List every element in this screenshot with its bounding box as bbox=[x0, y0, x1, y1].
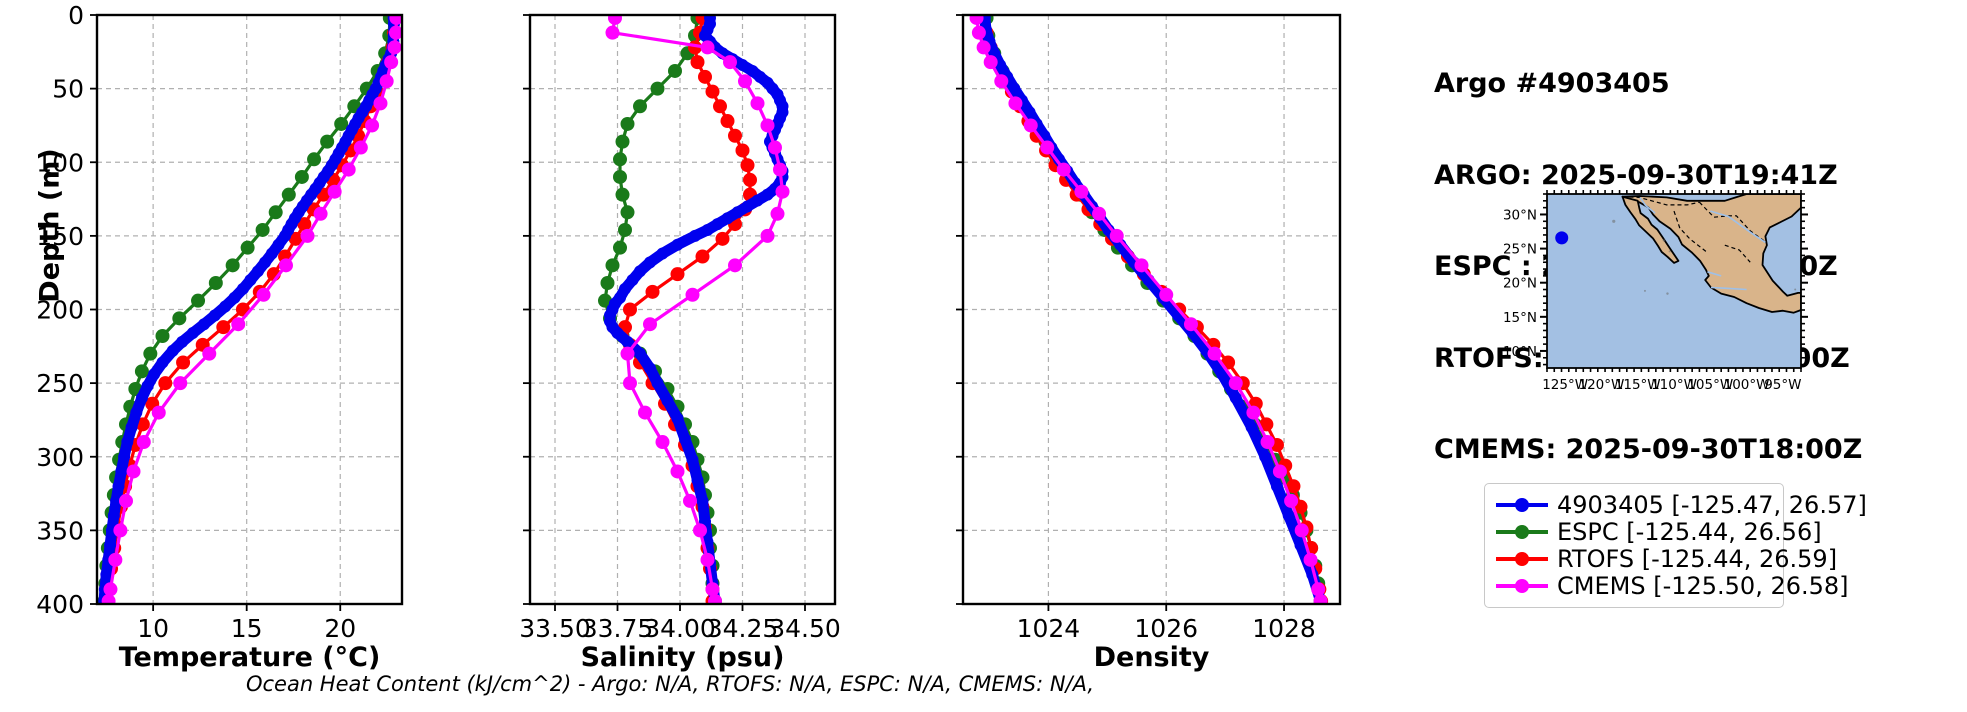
svg-text:250: 250 bbox=[36, 369, 84, 398]
temperature-profile-plot: 10 15 20 0 50 100 150 200 250 300 350 400 Temperatur… bbox=[0, 0, 460, 700]
metadata-line-cmems: CMEMS: 2025-09-30T18:00Z bbox=[1434, 434, 1863, 465]
svg-text:100°W: 100°W bbox=[1724, 377, 1770, 393]
series-legend: 4903405 [-125.47, 26.57] ESPC [-125.44, 2… bbox=[1484, 483, 1867, 608]
salinity-profile-plot: 33.50 33.75 34.00 34.25 34.50 Salinity (psu) bbox=[0, 0, 930, 700]
svg-text:34.00: 34.00 bbox=[644, 614, 716, 643]
svg-text:34.25: 34.25 bbox=[707, 614, 779, 643]
svg-text:33.50: 33.50 bbox=[519, 614, 591, 643]
svg-text:110°W: 110°W bbox=[1651, 377, 1697, 393]
svg-text:1024: 1024 bbox=[1017, 614, 1081, 643]
svg-text:50: 50 bbox=[52, 75, 84, 104]
legend-item-rtofs[interactable]: RTOFS [-125.44, 26.59] bbox=[1496, 545, 1837, 573]
svg-text:33.75: 33.75 bbox=[582, 614, 654, 643]
svg-text:95°W: 95°W bbox=[1764, 377, 1801, 393]
legend-item-4903405[interactable]: 4903405 [-125.47, 26.57] bbox=[1496, 491, 1867, 519]
svg-text:20°N: 20°N bbox=[1503, 276, 1537, 292]
metadata-line-argo: ARGO: 2025-09-30T19:41Z bbox=[1434, 159, 1838, 191]
legend-swatch-icon bbox=[1496, 523, 1548, 541]
map-float-marker bbox=[1555, 231, 1569, 245]
svg-text:1028: 1028 bbox=[1252, 614, 1316, 643]
svg-text:150: 150 bbox=[36, 222, 84, 251]
svg-text:300: 300 bbox=[36, 443, 84, 472]
legend-swatch-icon bbox=[1496, 496, 1548, 514]
svg-text:15°N: 15°N bbox=[1503, 310, 1537, 326]
svg-text:125°W: 125°W bbox=[1542, 377, 1588, 393]
svg-text:10°N: 10°N bbox=[1503, 344, 1537, 360]
svg-text:105°W: 105°W bbox=[1687, 377, 1733, 393]
legend-item-label: ESPC [-125.44, 26.56] bbox=[1557, 517, 1822, 546]
svg-text:0: 0 bbox=[68, 1, 84, 30]
legend-item-label: 4903405 [-125.47, 26.57] bbox=[1557, 490, 1867, 519]
svg-text:34.50: 34.50 bbox=[769, 614, 841, 643]
legend-item-label: RTOFS [-125.44, 26.59] bbox=[1557, 544, 1838, 573]
svg-text:30°N: 30°N bbox=[1503, 207, 1537, 223]
svg-text:350: 350 bbox=[36, 516, 84, 545]
depth-axis-label: Depth (m) bbox=[34, 148, 66, 303]
svg-text:100: 100 bbox=[36, 148, 84, 177]
svg-text:20: 20 bbox=[324, 614, 356, 643]
legend-item-cmems[interactable]: CMEMS [-125.50, 26.58] bbox=[1496, 572, 1849, 600]
density-axis-title: Density bbox=[1094, 642, 1210, 673]
svg-text:1026: 1026 bbox=[1134, 614, 1198, 643]
temperature-axis-title: Temperature (°C) bbox=[119, 642, 381, 673]
salinity-axis-title: Salinity (psu) bbox=[581, 642, 785, 673]
density-profile-plot: 1024 1026 1028 Density bbox=[956, 13, 1342, 673]
ocean-heat-content-caption: Ocean Heat Content (kJ/cm^2) - Argo: N/A… bbox=[245, 672, 1095, 696]
legend-item-label: CMEMS [-125.50, 26.58] bbox=[1557, 571, 1849, 600]
svg-text:15: 15 bbox=[231, 614, 263, 643]
location-map-inset: 125°W 120°W 115°W 110°W 105°W 100°W 95°W 10°N 15… bbox=[1485, 186, 1808, 401]
legend-swatch-icon bbox=[1496, 550, 1548, 568]
svg-text:120°W: 120°W bbox=[1578, 377, 1624, 393]
svg-text:25°N: 25°N bbox=[1503, 242, 1537, 258]
svg-text:400: 400 bbox=[36, 590, 84, 619]
svg-text:200: 200 bbox=[36, 296, 84, 325]
svg-text:10: 10 bbox=[137, 614, 169, 643]
metadata-line-argo-id: Argo #4903405 bbox=[1434, 68, 1670, 99]
legend-item-espc[interactable]: ESPC [-125.44, 26.56] bbox=[1496, 518, 1822, 546]
legend-swatch-icon bbox=[1496, 577, 1548, 595]
svg-text:115°W: 115°W bbox=[1615, 377, 1661, 393]
